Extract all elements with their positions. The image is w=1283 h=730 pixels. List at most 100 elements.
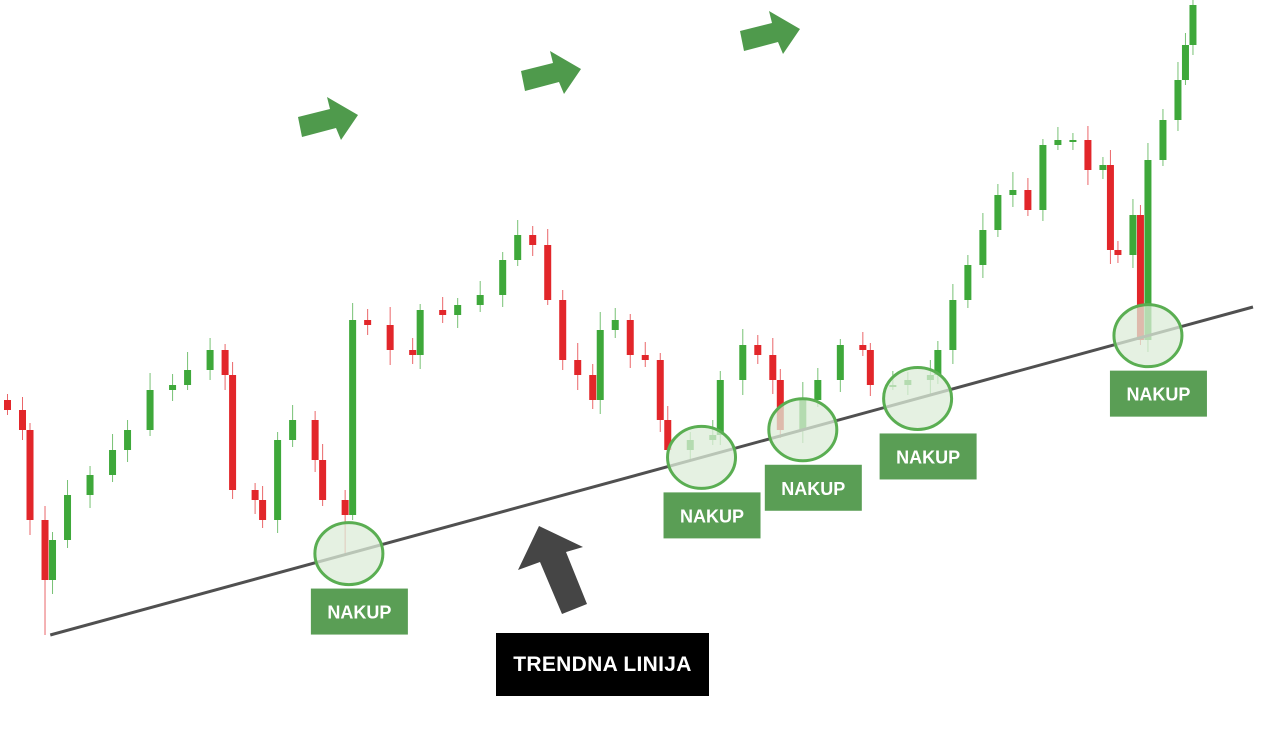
buy-label: NAKUP <box>327 603 391 623</box>
candle-body <box>1099 165 1107 170</box>
candle-body <box>836 345 844 380</box>
candle <box>1129 199 1137 268</box>
candle-body <box>1024 190 1032 210</box>
candle <box>1009 172 1017 207</box>
candle <box>1069 133 1077 150</box>
candle <box>499 252 507 307</box>
candle-body <box>26 430 34 520</box>
candle-body <box>4 400 12 410</box>
candle-body <box>514 235 522 260</box>
buy-label: NAKUP <box>781 479 845 499</box>
candle-body <box>814 380 822 400</box>
candle-body <box>1054 140 1062 145</box>
candle <box>949 284 957 364</box>
candle <box>1181 33 1189 85</box>
candle <box>454 298 462 328</box>
candle <box>416 304 424 369</box>
candle <box>641 342 649 367</box>
candle <box>169 374 177 401</box>
buy-label: NAKUP <box>1126 385 1190 405</box>
candle-body <box>979 230 987 265</box>
candle-body <box>1174 80 1182 120</box>
candle-body <box>454 305 462 315</box>
buy-annotation: NAKUP <box>764 397 862 511</box>
candle <box>1159 109 1167 166</box>
annotations: NAKUP NAKUP NAKUP NAKUP NAKUP <box>310 303 1207 635</box>
candle-body <box>559 300 567 360</box>
candle-body <box>1084 140 1092 170</box>
candle <box>754 335 762 364</box>
candle-body <box>229 375 237 490</box>
candle-body <box>866 350 874 385</box>
candle <box>41 506 49 635</box>
candle-body <box>656 360 664 420</box>
candle <box>1189 0 1197 55</box>
candle <box>64 480 72 548</box>
buy-zone-circle <box>882 365 954 431</box>
candle-body <box>1039 145 1047 210</box>
candle <box>364 309 372 335</box>
candle-body <box>611 320 619 330</box>
candle <box>311 411 319 472</box>
candle-body <box>1106 165 1114 250</box>
candle <box>596 312 604 414</box>
candle <box>19 397 27 440</box>
candle <box>836 339 844 392</box>
candle <box>439 297 447 323</box>
candle-body <box>439 310 447 315</box>
buy-zone-circle <box>666 424 738 490</box>
candle <box>1174 62 1182 131</box>
candle <box>206 338 214 380</box>
candle <box>86 466 94 508</box>
candle-body <box>641 355 649 360</box>
candle <box>289 405 297 447</box>
candle <box>979 213 987 278</box>
candle-body <box>386 325 394 350</box>
candle <box>251 483 259 514</box>
candle-body <box>169 385 177 390</box>
candle <box>1106 150 1114 264</box>
candle <box>1099 157 1107 179</box>
candle-body <box>626 320 634 355</box>
candle <box>1024 178 1032 216</box>
candle-body <box>499 260 507 295</box>
candle-body <box>949 300 957 350</box>
candle-body <box>41 520 49 580</box>
candle <box>409 338 417 364</box>
candle <box>1084 126 1092 185</box>
candle <box>259 486 267 528</box>
candle <box>1114 241 1122 263</box>
candle-body <box>1009 190 1017 195</box>
candle <box>866 343 874 396</box>
candle <box>1039 139 1047 221</box>
candle <box>109 434 117 482</box>
buy-annotation: NAKUP <box>879 365 977 480</box>
candle-body <box>1114 250 1122 255</box>
candle-body <box>716 380 724 435</box>
candle <box>964 255 972 308</box>
candles <box>4 0 1197 635</box>
candle-body <box>19 410 27 430</box>
candle-body <box>1136 215 1144 340</box>
candle-body <box>259 500 267 520</box>
candle-body <box>64 495 72 540</box>
candle-body <box>1069 140 1077 142</box>
candle <box>49 532 57 594</box>
candle-body <box>964 265 972 300</box>
candle-body <box>1189 5 1197 45</box>
candle-body <box>274 440 282 520</box>
candle <box>1054 127 1062 150</box>
candle-body <box>859 345 867 350</box>
candle <box>476 281 484 312</box>
green-arrow-right-icon <box>521 51 581 94</box>
trendline-label: TRENDNA LINIJA <box>496 633 709 696</box>
candle <box>626 314 634 368</box>
candle-body <box>311 420 319 460</box>
buy-annotation: NAKUP <box>663 424 761 539</box>
candle-body <box>574 360 582 375</box>
candle-body <box>1144 160 1152 340</box>
buy-label: NAKUP <box>680 506 744 526</box>
candle-body <box>124 430 132 450</box>
candle-body <box>416 310 424 355</box>
candle-body <box>349 320 357 515</box>
